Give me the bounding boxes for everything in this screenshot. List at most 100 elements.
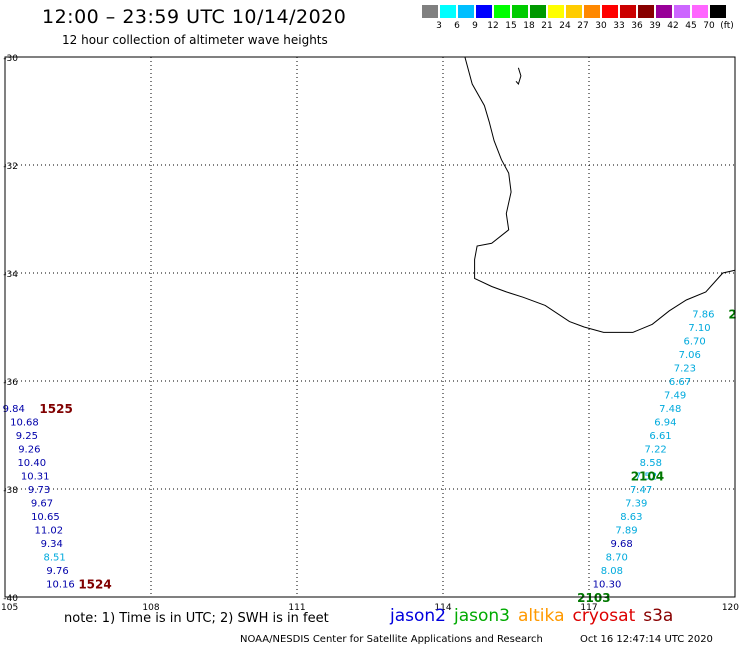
wave-height-value: 9.84 [3, 404, 25, 415]
color-scale-label: 45 [685, 21, 697, 31]
color-scale-label: (ft) [720, 21, 734, 31]
satellite-legend-item: s3a [643, 606, 674, 626]
color-swatch [584, 5, 600, 18]
generation-timestamp: Oct 16 12:47:14 UTC 2020 [580, 634, 713, 645]
wave-height-value: 6.67 [669, 377, 691, 388]
x-tick-label: 117 [580, 603, 597, 613]
color-scale-label: 15 [505, 21, 517, 31]
wave-height-value: 8.51 [44, 553, 66, 564]
color-swatch [512, 5, 528, 18]
wave-height-value: 7.89 [615, 526, 637, 537]
satellite-legend-item: jason3 [454, 606, 510, 626]
color-swatch [458, 5, 474, 18]
wave-height-value: 8.70 [606, 553, 628, 564]
wave-height-value: 8.08 [601, 566, 623, 577]
pass-time-label: 2 [728, 308, 736, 322]
color-swatch [710, 5, 726, 18]
wave-height-value: 9.34 [41, 539, 63, 550]
x-tick-label: 120 [722, 603, 739, 613]
x-tick-label: 111 [288, 603, 305, 613]
color-swatch [548, 5, 564, 18]
map-frame [4, 56, 736, 598]
wave-height-value: 7.48 [659, 404, 681, 415]
wave-height-value: 9.68 [610, 539, 632, 550]
y-tick-label: -38 [3, 486, 18, 496]
x-tick-label: 105 [1, 603, 18, 613]
satellite-legend-item: cryosat [572, 606, 636, 626]
y-tick-label: -36 [3, 378, 18, 388]
pass-time-label: 1525 [39, 402, 72, 416]
color-swatch [422, 5, 438, 18]
y-tick-label: -32 [3, 162, 18, 172]
wave-height-value: 7.22 [645, 445, 667, 456]
y-tick-label: -30 [3, 54, 18, 64]
satellite-legend: jason2 jason3 altika cryosat s3a [390, 606, 681, 626]
wave-height-value: 8.58 [640, 458, 662, 469]
satellite-legend-item: jason2 [390, 606, 446, 626]
map-title: 12:00 – 23:59 UTC 10/14/2020 [42, 6, 347, 28]
color-scale-label: 9 [472, 21, 478, 31]
wave-height-observations: 9.84 10.68 9.25 9.26 10.40 10.31 9.73 9.67 10.65… [3, 308, 737, 606]
wave-height-value: 9.26 [18, 445, 40, 456]
pass-time-label: 1524 [78, 578, 111, 592]
x-tick-label: 114 [434, 603, 451, 613]
wave-height-value: 6.94 [654, 418, 676, 429]
wave-height-value: 10.31 [21, 472, 50, 483]
color-swatch [638, 5, 654, 18]
wave-height-value: 7.49 [664, 391, 686, 402]
pass-time-label: 2104 [631, 470, 664, 484]
color-scale-label: 18 [523, 21, 535, 31]
color-scale-label: 24 [559, 21, 571, 31]
color-swatch [674, 5, 690, 18]
color-scale-label: 70 [703, 21, 715, 31]
color-swatch [620, 5, 636, 18]
wave-height-value: 10.40 [17, 458, 46, 469]
color-scale-label: 30 [595, 21, 607, 31]
color-scale-label: 3 [436, 21, 442, 31]
color-scale-label: 42 [667, 21, 679, 31]
axis-tick-labels: 105 108 111 114 117 120 -30 -32 -34 -36 -38 -40 [1, 54, 739, 613]
wave-height-value: 11.02 [34, 526, 63, 537]
wave-height-value: 6.70 [683, 337, 705, 348]
pass-time-label: 2103 [577, 591, 610, 605]
color-scale-label: 39 [649, 21, 661, 31]
wave-height-value: 7.39 [625, 499, 647, 510]
color-swatch [566, 5, 582, 18]
wave-height-value: 10.68 [10, 418, 39, 429]
wave-height-value: 9.73 [28, 485, 50, 496]
wave-height-value: 9.76 [46, 566, 68, 577]
wave-height-value: 10.65 [31, 512, 60, 523]
color-scale-label: 21 [541, 21, 553, 31]
color-scale-label: 12 [487, 21, 499, 31]
wave-height-value: 10.16 [46, 580, 75, 591]
map-subtitle: 12 hour collection of altimeter wave hei… [62, 33, 328, 47]
color-swatch [656, 5, 672, 18]
color-swatch [440, 5, 456, 18]
wave-height-value: 9.67 [31, 499, 53, 510]
wave-height-value: 10.30 [593, 580, 622, 591]
color-swatch [692, 5, 708, 18]
wave-height-value: 7.86 [692, 310, 714, 321]
x-tick-label: 108 [142, 603, 159, 613]
color-scale-label: 6 [454, 21, 460, 31]
units-note: note: 1) Time is in UTC; 2) SWH is in fe… [64, 611, 329, 626]
wave-height-value: 7.47 [630, 485, 652, 496]
island-path [515, 67, 522, 85]
y-tick-label: -40 [3, 594, 18, 604]
satellite-legend-item: altika [518, 606, 565, 626]
wave-height-value: 9.25 [16, 431, 38, 442]
coastline [464, 56, 736, 333]
wave-height-value: 7.10 [688, 323, 710, 334]
color-scale-label: 33 [613, 21, 625, 31]
wave-height-value: 6.61 [649, 431, 671, 442]
color-swatch [476, 5, 492, 18]
color-scale-label: 36 [631, 21, 643, 31]
credit-line: NOAA/NESDIS Center for Satellite Applica… [240, 634, 543, 645]
wave-height-value: 7.52 [635, 472, 657, 483]
wave-height-value: 7.23 [674, 364, 696, 375]
color-swatch [602, 5, 618, 18]
color-scale-label: 27 [577, 21, 589, 31]
color-swatch [530, 5, 546, 18]
wave-height-value: 7.06 [679, 350, 701, 361]
y-tick-label: -34 [3, 270, 18, 280]
